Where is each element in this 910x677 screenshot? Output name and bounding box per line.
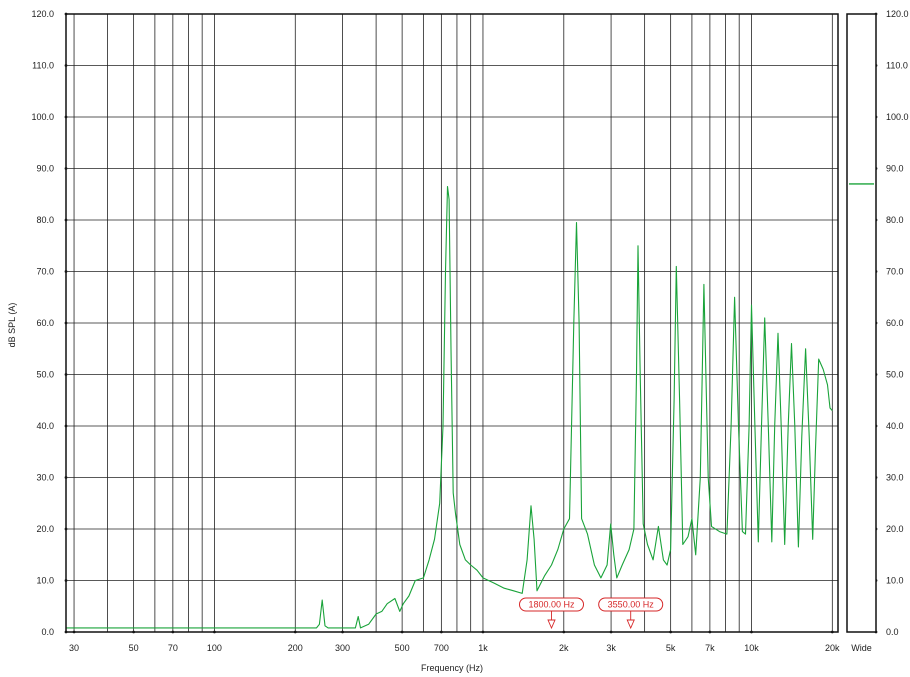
y-tick-label: 60.0 xyxy=(36,318,54,328)
grid xyxy=(66,13,838,633)
y-tick-label: 20.0 xyxy=(36,524,54,534)
plot-frame xyxy=(64,12,878,634)
y-tick-label: 100.0 xyxy=(31,112,54,122)
y-tick-label-right: 90.0 xyxy=(886,164,904,174)
tick-labels: 0.0 0.0 10.0 10.0 20.0 20.0 30.0 30.0 40.0 40.0 50… xyxy=(31,9,908,653)
y-tick-label-right: 100.0 xyxy=(886,112,909,122)
legend-panel: Wide xyxy=(846,13,877,653)
x-tick-label: 5k xyxy=(666,643,676,653)
marker-label: 1800.00 Hz xyxy=(528,600,575,610)
y-tick-label: 0.0 xyxy=(41,627,54,637)
x-tick-label: 70 xyxy=(168,643,178,653)
y-tick-label: 80.0 xyxy=(36,215,54,225)
series-layer xyxy=(66,185,833,629)
plot-border xyxy=(65,13,839,633)
x-tick-label: 500 xyxy=(395,643,410,653)
y-tick-label-right: 40.0 xyxy=(886,421,904,431)
y-tick-label: 50.0 xyxy=(36,370,54,380)
frequency-markers: 1800.00 Hz 3550.00 Hz xyxy=(519,597,664,630)
y-tick-label: 120.0 xyxy=(31,9,54,19)
y-tick-label: 40.0 xyxy=(36,421,54,431)
marker-arrow xyxy=(547,619,556,630)
y-tick-label: 30.0 xyxy=(36,473,54,483)
x-tick-label: 200 xyxy=(288,643,303,653)
x-tick-label: 2k xyxy=(559,643,569,653)
y-tick-label-right: 80.0 xyxy=(886,215,904,225)
x-tick-label: 3k xyxy=(606,643,616,653)
y-tick-label-right: 110.0 xyxy=(886,61,908,71)
y-tick-label-right: 70.0 xyxy=(886,267,904,277)
legend-label: Wide xyxy=(851,643,872,653)
legend-box xyxy=(846,13,877,633)
x-tick-label: 30 xyxy=(69,643,79,653)
y-tick-label: 110.0 xyxy=(32,61,54,71)
y-tick-label-right: 60.0 xyxy=(886,318,904,328)
series-line xyxy=(66,185,833,629)
x-tick-label: 50 xyxy=(129,643,139,653)
y-tick-label-right: 10.0 xyxy=(886,576,904,586)
y-tick-label-right: 30.0 xyxy=(886,473,904,483)
y-tick-label-right: 0.0 xyxy=(886,627,899,637)
x-tick-label: 20k xyxy=(825,643,840,653)
y-tick-label-right: 120.0 xyxy=(886,9,909,19)
x-tick-label: 100 xyxy=(207,643,222,653)
y-tick-label: 70.0 xyxy=(36,267,54,277)
y-axis-label: dB SPL (A) xyxy=(7,303,17,348)
y-tick-label-right: 20.0 xyxy=(886,524,904,534)
x-tick-label: 300 xyxy=(335,643,350,653)
x-axis-label: Frequency (Hz) xyxy=(421,663,483,673)
x-tick-label: 7k xyxy=(705,643,715,653)
y-tick-label: 10.0 xyxy=(36,576,54,586)
y-tick-label: 90.0 xyxy=(36,164,54,174)
x-tick-label: 700 xyxy=(434,643,449,653)
marker-arrow xyxy=(626,619,635,630)
x-tick-label: 10k xyxy=(744,643,759,653)
frequency-marker[interactable]: 3550.00 Hz xyxy=(598,597,664,630)
y-tick-label-right: 50.0 xyxy=(886,370,904,380)
marker-label: 3550.00 Hz xyxy=(608,600,655,610)
frequency-marker[interactable]: 1800.00 Hz xyxy=(519,597,585,630)
x-tick-label: 1k xyxy=(478,643,488,653)
